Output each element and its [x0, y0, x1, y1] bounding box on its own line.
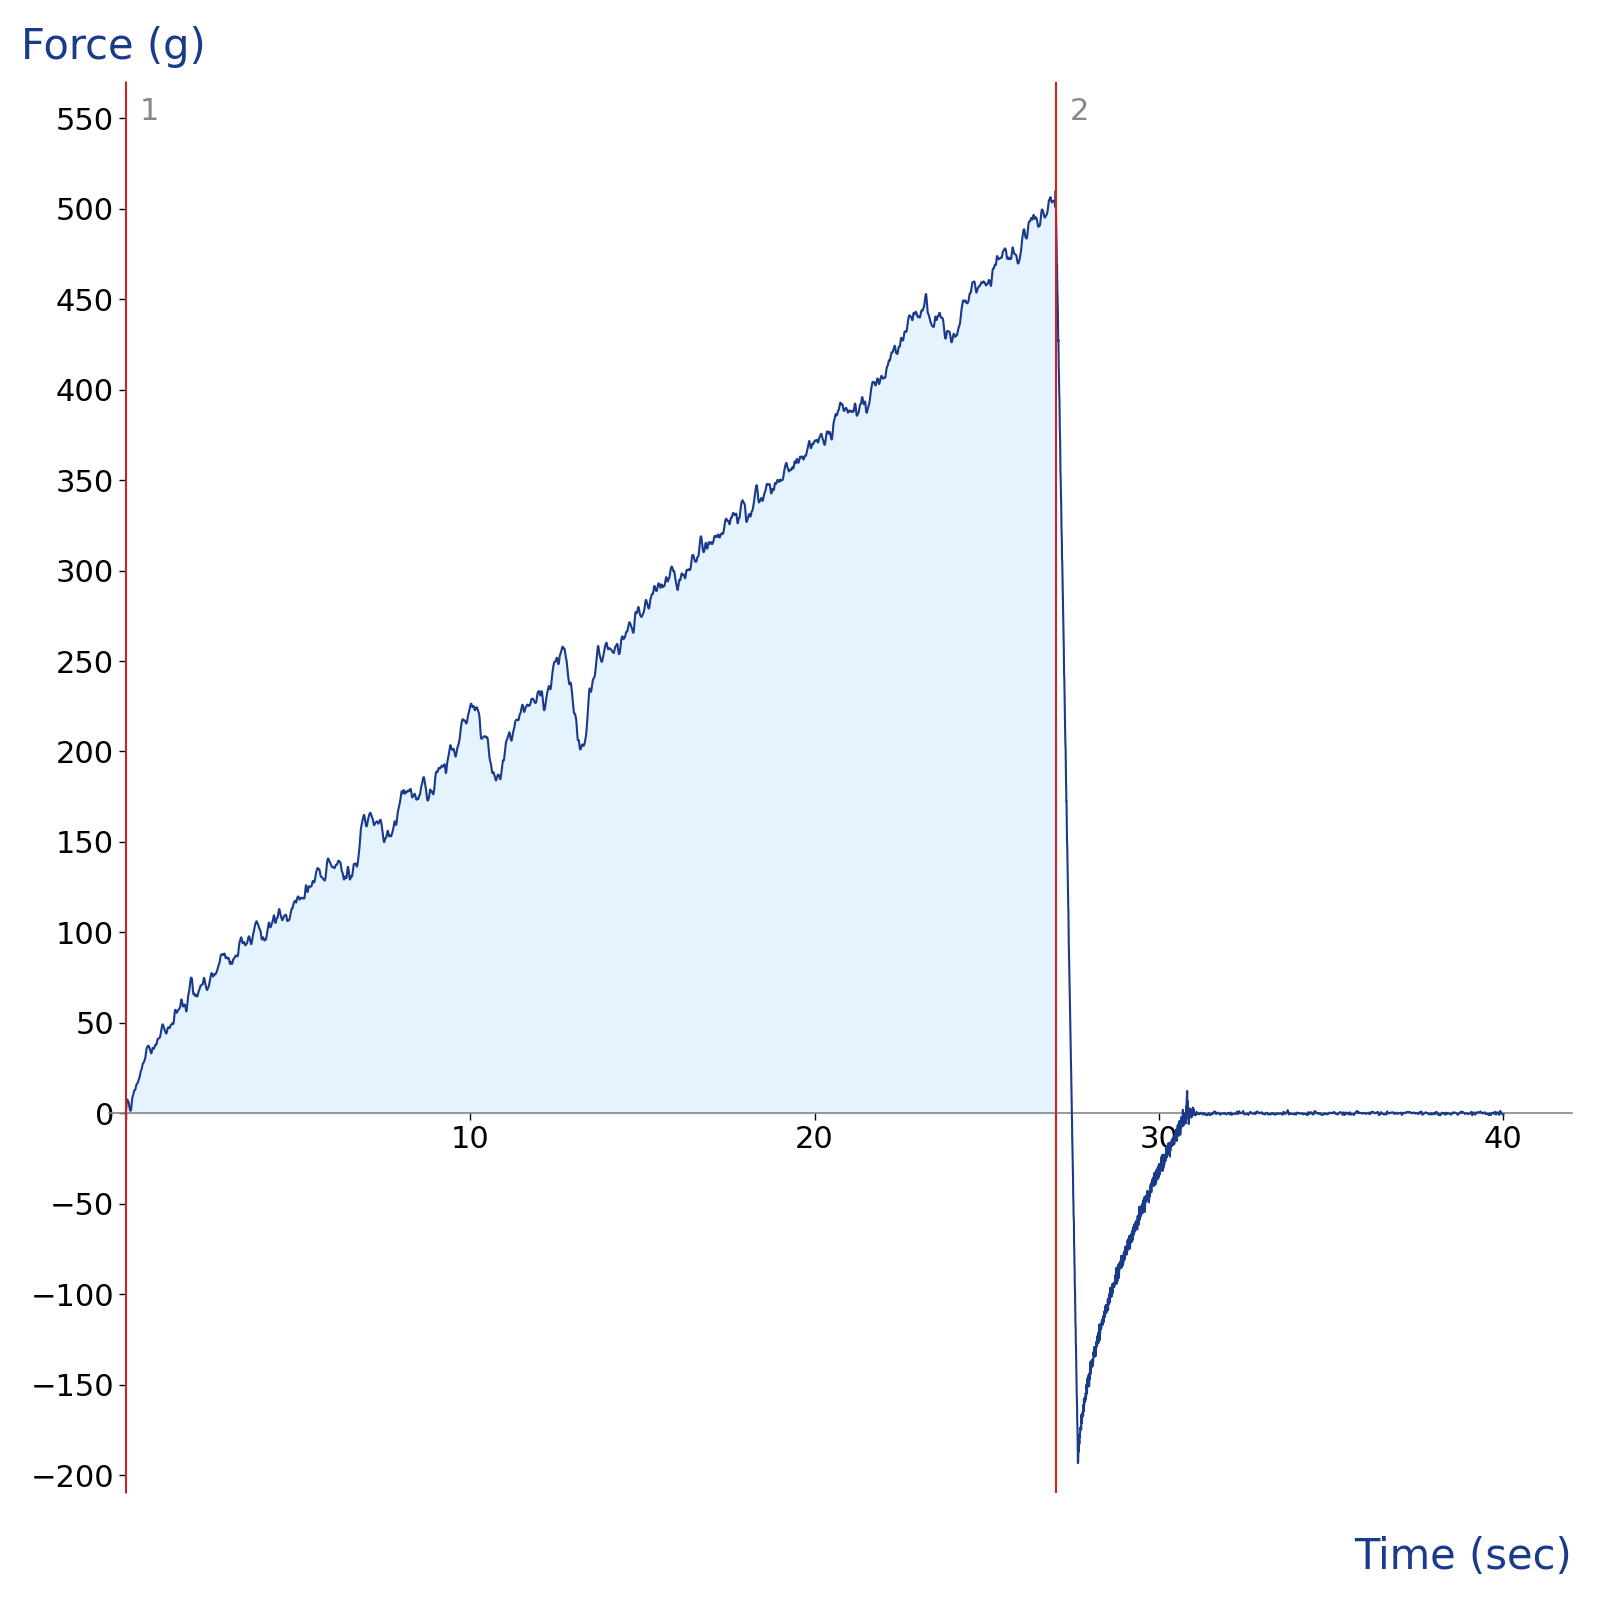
Text: Force (g): Force (g) [21, 26, 205, 67]
Text: 2: 2 [1069, 96, 1090, 125]
Text: Time (sec): Time (sec) [1355, 1536, 1573, 1578]
Text: 1: 1 [139, 96, 158, 125]
